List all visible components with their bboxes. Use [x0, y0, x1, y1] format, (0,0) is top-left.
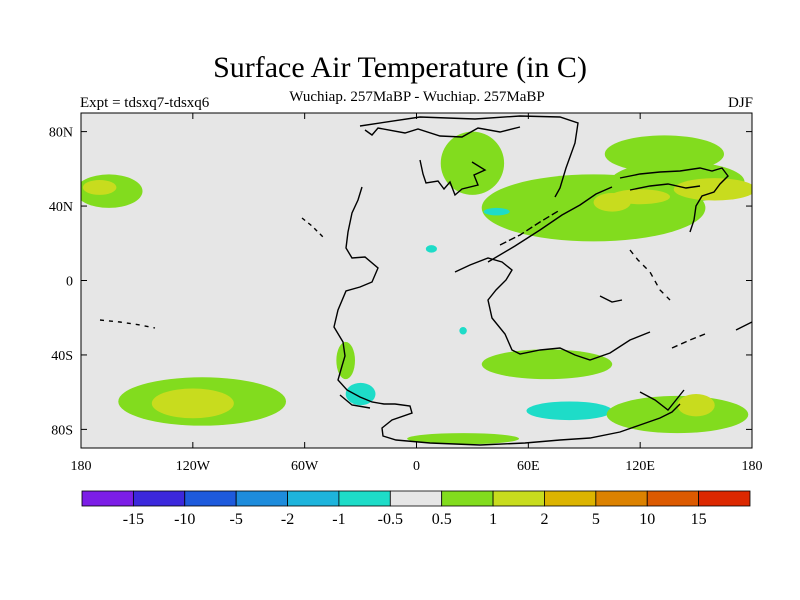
y-tick-label: 40S [51, 349, 73, 364]
x-tick-label: 60E [517, 459, 540, 474]
contour-region-16 [606, 395, 749, 434]
island-south [599, 295, 623, 303]
coastline-east-asia [619, 167, 729, 233]
contour-regions [81, 131, 752, 445]
contour-region-14 [610, 189, 670, 205]
coastline-edge-east [735, 321, 752, 331]
contour-region-12 [673, 178, 752, 201]
colorbar: -15 -10 -5 -2 -1 -0.5 0.5 1 2 5 10 15 [81, 490, 751, 528]
coastline-south-west [339, 394, 371, 409]
x-tick-label: 60W [291, 459, 319, 474]
x-tick-label: 120E [625, 459, 655, 474]
coastline-tethys-south [454, 257, 651, 361]
x-tick-label: 0 [413, 459, 420, 474]
colorbar-label: -0.5 [378, 511, 403, 528]
y-tick-label: 80N [49, 126, 73, 141]
contour-region-19 [483, 207, 510, 216]
colorbar-swatch [389, 490, 443, 507]
colorbar-label: 5 [592, 511, 600, 528]
chart-subtitle: Wuchiap. 257MaBP - Wuchiap. 257MaBP [289, 89, 545, 105]
colorbar-swatch [441, 490, 494, 507]
colorbar-swatch [235, 490, 288, 507]
coastline-east-asia-inner [629, 183, 701, 191]
colorbar-label: 1 [489, 511, 497, 528]
colorbar-label: 0.5 [432, 511, 452, 528]
colorbar-swatch [544, 490, 597, 507]
contour-region-7 [526, 401, 613, 421]
contour-region-21 [459, 327, 467, 335]
x-tick-label: 180 [742, 459, 763, 474]
x-axis-ticks: 180 120W 60W 0 60E 120E 180 [71, 113, 763, 474]
colorbar-swatch [698, 490, 751, 507]
colorbar-label: -5 [229, 511, 242, 528]
colorbar-swatch [492, 490, 545, 507]
contour-region-8 [440, 131, 505, 195]
contour-region-20 [425, 245, 438, 253]
colorbar-swatch [646, 490, 700, 507]
colorbar-label: 10 [639, 511, 655, 528]
colorbar-swatch [132, 490, 186, 507]
contour-region-4 [151, 388, 234, 419]
contour-region-17 [677, 394, 715, 417]
experiment-label: Expt = tdsxq7-tdsxq6 [80, 95, 210, 111]
y-tick-label: 0 [66, 275, 73, 290]
colorbar-label: -2 [281, 511, 294, 528]
chart-title: Surface Air Temperature (in C) [213, 51, 587, 84]
colorbar-label: 2 [540, 511, 548, 528]
island-arc-tethys [499, 209, 561, 246]
coastline-south-east [639, 389, 685, 411]
island-chain-east [671, 333, 706, 349]
island-chain-west [99, 319, 156, 329]
contour-region-15 [481, 349, 613, 380]
colorbar-label: -1 [332, 511, 345, 528]
coastline-north-shelf [364, 126, 521, 138]
coastline-tethys-north [419, 159, 487, 197]
y-axis-ticks: 80N 40N 0 40S 80S [49, 126, 752, 438]
coastlines [99, 115, 752, 446]
colorbar-swatch [184, 490, 237, 507]
contour-region-2 [82, 180, 117, 195]
y-tick-label: 40N [49, 200, 73, 215]
x-tick-label: 120W [176, 459, 211, 474]
colorbar-swatch [81, 490, 134, 507]
x-tick-label: 180 [71, 459, 92, 474]
colorbar-swatch [338, 490, 391, 507]
island-chain-north-west [301, 217, 325, 239]
colorbar-swatch [595, 490, 648, 507]
colorbar-label: -15 [123, 511, 144, 528]
contour-region-18 [407, 433, 520, 445]
season-label: DJF [727, 95, 753, 111]
y-tick-label: 80S [51, 423, 73, 438]
colorbar-label: 15 [691, 511, 707, 528]
colorbar-swatch [287, 490, 340, 507]
coastline-cimmeria [487, 186, 613, 263]
coastline-north-pangea [359, 115, 579, 198]
coastline-west-pangea [333, 186, 681, 446]
colorbar-label: -10 [174, 511, 195, 528]
